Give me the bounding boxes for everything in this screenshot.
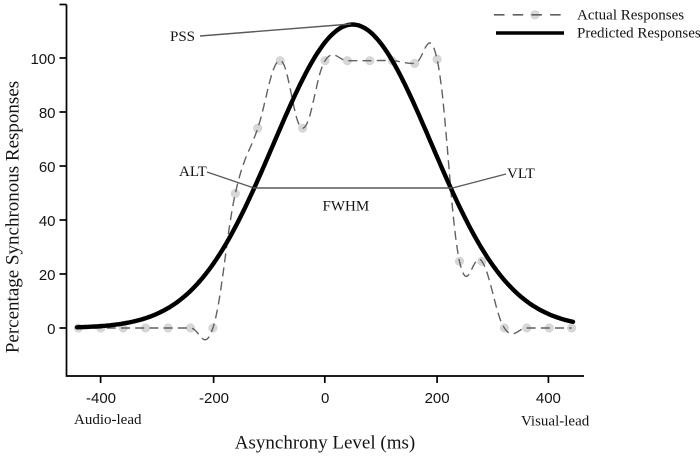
- svg-text:PSS: PSS: [170, 29, 195, 45]
- svg-text:80: 80: [39, 105, 56, 122]
- svg-text:Visual-lead: Visual-lead: [521, 414, 590, 430]
- svg-text:Audio-lead: Audio-lead: [74, 412, 142, 428]
- svg-text:Percentage Synchronous Respons: Percentage Synchronous Responses: [3, 81, 24, 353]
- svg-text:Actual Responses: Actual Responses: [577, 8, 684, 24]
- svg-text:Predicted Responses: Predicted Responses: [577, 26, 700, 42]
- svg-text:40: 40: [39, 213, 56, 230]
- svg-text:0: 0: [321, 390, 329, 407]
- svg-text:-400: -400: [86, 390, 116, 407]
- svg-text:ALT: ALT: [179, 164, 207, 180]
- svg-text:Asynchrony Level (ms): Asynchrony Level (ms): [235, 433, 415, 454]
- svg-text:100: 100: [30, 51, 55, 68]
- svg-text:FWHM: FWHM: [323, 199, 370, 215]
- svg-text:60: 60: [39, 159, 56, 176]
- svg-text:VLT: VLT: [507, 166, 535, 182]
- svg-text:400: 400: [536, 390, 561, 407]
- svg-text:20: 20: [39, 267, 56, 284]
- svg-text:0: 0: [47, 321, 55, 338]
- svg-text:200: 200: [425, 390, 450, 407]
- svg-text:-200: -200: [199, 390, 229, 407]
